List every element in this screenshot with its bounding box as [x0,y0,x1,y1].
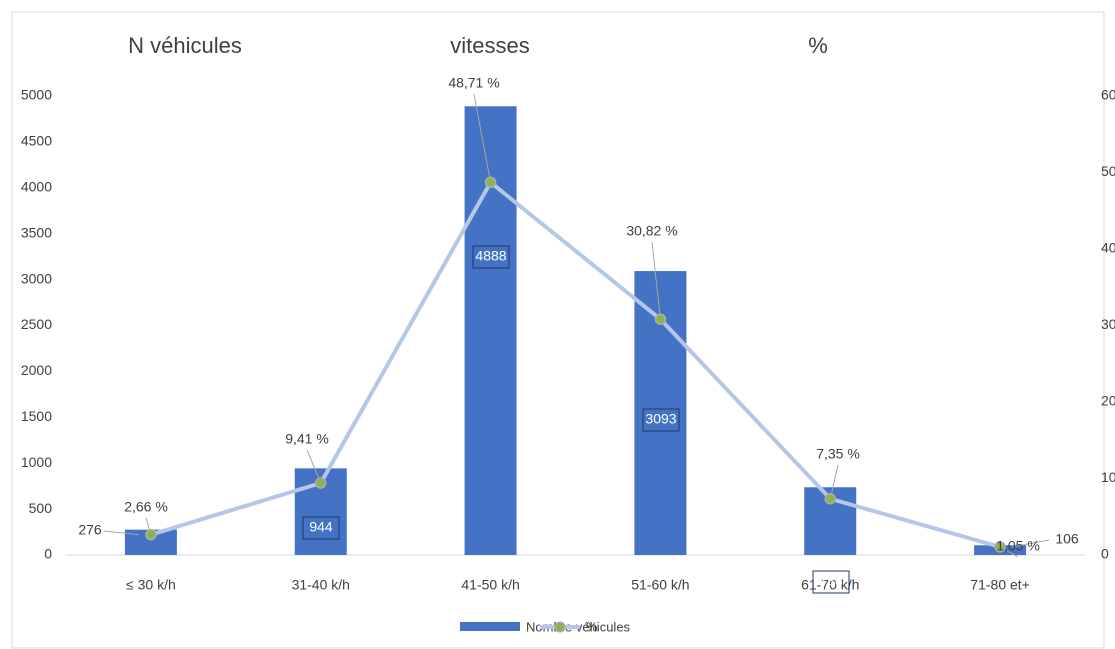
x-tick-label: 71-80 et+ [970,577,1030,593]
y2-tick-label: 0 [1101,546,1109,562]
bar-value-label: 106 [1055,531,1079,547]
label-box [642,408,680,432]
y-tick-label: 2500 [21,316,52,332]
bar-value-label: 276 [78,522,102,538]
point-value-label: 7,35 % [816,446,860,462]
line [150,179,1001,549]
x-tick-label: 61-70 k/h [801,577,859,593]
y-tick-label: 2000 [21,362,52,378]
y2-tick-label: 10 [1101,469,1115,485]
y2-tick-label: 20 [1101,393,1115,409]
left-axis-title: N véhicules [128,33,242,58]
y2-tick-label: 30 [1101,316,1115,332]
leader-line [306,449,322,484]
y-tick-label: 4500 [21,133,52,149]
bar [464,106,517,555]
leader-line [829,464,839,499]
point [824,493,836,505]
x-tick-label: ≤ 30 k/h [126,577,176,593]
y-tick-label: 4000 [21,179,52,195]
point [994,541,1006,553]
x-tick-label: 31-40 k/h [292,577,350,593]
point-value-label: 1,05 % [996,538,1040,554]
y-tick-label: 3500 [21,224,52,240]
point-value-label: 48,71 % [448,75,499,91]
label-box [812,570,850,594]
y2-tick-label: 60 [1101,87,1115,103]
legend-swatch [554,621,566,633]
leader-line [1011,539,1050,548]
point-value-label: 30,82 % [626,223,677,239]
label-box [302,516,340,540]
bar-value-label: 944 [309,519,333,535]
leader-line [103,530,139,536]
legend-label: % [586,619,598,634]
point [315,477,327,489]
x-tick-label: 41-50 k/h [461,577,519,593]
label-box [472,245,510,269]
leader-line [473,93,492,183]
x-tick-label: 51-60 k/h [631,577,689,593]
y-tick-label: 1000 [21,454,52,470]
point [145,528,157,541]
y-tick-label: 5000 [21,87,52,103]
point [484,176,497,189]
point [654,313,667,325]
bar-value-label: 4888 [475,248,506,264]
point-value-label: 9,41 % [285,431,329,447]
y-tick-label: 1500 [21,408,52,424]
chart-border [11,11,1105,649]
legend-swatch [460,622,520,631]
leader-line [651,241,661,320]
y-tick-label: 3000 [21,270,52,286]
y-tick-label: 500 [29,500,53,516]
chart-title: vitesses [450,33,529,58]
bar-value-label: 738 [819,573,843,589]
y2-tick-label: 50 [1101,163,1115,179]
right-axis-title: % [808,33,828,58]
y-tick-label: 0 [44,546,52,562]
point-value-label: 2,66 % [124,499,168,515]
bar-value-label: 3093 [645,411,676,427]
y2-tick-label: 40 [1101,240,1115,256]
